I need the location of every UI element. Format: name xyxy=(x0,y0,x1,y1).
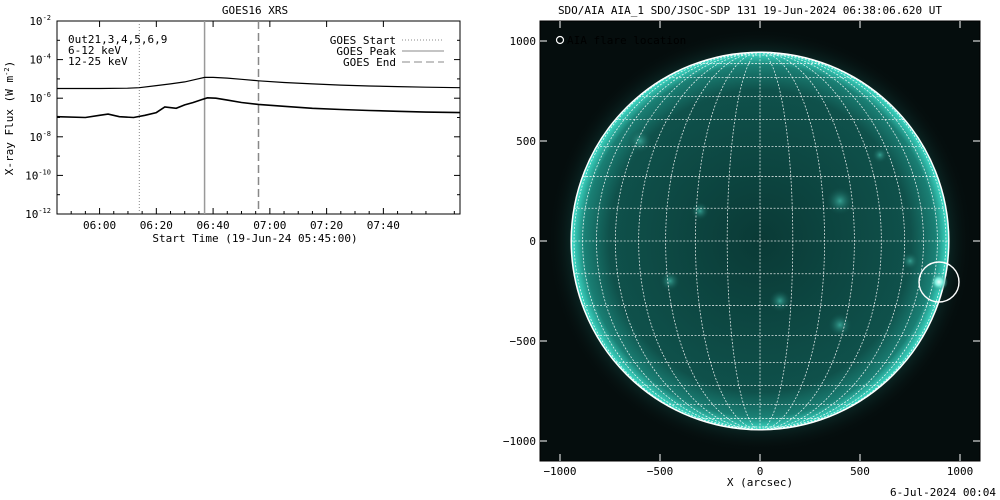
goes-y-tick-base: 10 xyxy=(25,208,38,221)
active-region xyxy=(660,271,680,291)
active-region xyxy=(691,202,709,220)
grid-longitude-line xyxy=(759,52,938,430)
goes-x-ticks: 06:00 06:20 06:40 07:00 07:20 07:40 xyxy=(70,21,455,232)
goes-y-tick-exp: -8 xyxy=(43,130,51,138)
grid-longitude-line xyxy=(582,52,761,430)
active-region xyxy=(828,313,852,337)
grid-longitude-line xyxy=(759,52,794,430)
grid-longitude-line xyxy=(614,52,761,430)
goes-series-long xyxy=(57,76,461,90)
grid-longitude-line xyxy=(638,52,761,430)
aia-x-axis-label: X (arcsec) xyxy=(727,476,793,489)
goes-y-tick-base: 10 xyxy=(29,131,42,144)
active-region xyxy=(901,252,919,270)
legend-goes-end: GOES End xyxy=(343,56,396,69)
legend-12-25-kev: 12-25 keV xyxy=(68,55,128,68)
goes-y-tick-base: 10 xyxy=(29,92,42,105)
grid-longitude-line xyxy=(759,52,825,430)
legend-channel-label: 0ut21,3,4,5,6,9 xyxy=(68,33,167,46)
grid-longitude-line xyxy=(759,52,855,430)
aia-chart: SDO/AIA AIA_1 SDO/JSOC-SDP 131 19-Jun-20… xyxy=(503,4,981,489)
grid-longitude-line xyxy=(665,52,761,430)
goes-y-axis-label: X-ray Flux (W m-2) xyxy=(3,61,16,175)
goes-x-tick-label: 07:20 xyxy=(310,219,343,232)
goes-legend-right: GOES Start GOES Peak GOES End xyxy=(330,34,444,69)
aia-x-tick-label: 0 xyxy=(757,465,764,478)
grid-longitude-line xyxy=(596,52,761,430)
goes-y-tick-label: 10-2 xyxy=(29,14,51,28)
active-region xyxy=(826,187,854,215)
aia-y-tick-label: −1000 xyxy=(503,435,536,448)
active-region xyxy=(628,129,652,153)
goes-legend-left: 0ut21,3,4,5,6,9 6-12 keV 12-25 keV xyxy=(68,33,167,68)
goes-x-tick-label: 07:00 xyxy=(253,219,286,232)
goes-x-tick-label: 06:20 xyxy=(140,219,173,232)
flare-glow xyxy=(930,273,948,291)
grid-longitude-line xyxy=(726,52,761,430)
goes-x-tick-label: 07:40 xyxy=(367,219,400,232)
goes-chart-title: GOES16 XRS xyxy=(222,4,288,17)
heliographic-grid xyxy=(571,52,949,430)
grid-longitude-line xyxy=(759,52,906,430)
grid-longitude-line xyxy=(695,52,761,430)
goes-y-tick-label: 10-8 xyxy=(29,130,51,144)
aia-y-tick-label: 1000 xyxy=(510,35,537,48)
legend-goes-peak: GOES Peak xyxy=(336,45,396,58)
flare-location-circle xyxy=(918,261,960,303)
grid-longitude-line xyxy=(759,52,924,430)
goes-x-tick-label: 06:00 xyxy=(83,219,116,232)
solar-limb xyxy=(570,51,950,431)
goes-y-tick-exp: -10 xyxy=(38,168,51,176)
legend-flare-label: AIA flare location xyxy=(567,34,686,47)
legend-flare-circle-icon xyxy=(555,35,565,45)
goes-y-tick-base: 10 xyxy=(29,54,42,67)
goes-y-tick-exp: -6 xyxy=(43,91,51,99)
goes-y-tick-exp: -4 xyxy=(43,53,51,61)
legend-goes-start: GOES Start xyxy=(330,34,396,47)
aia-x-tick-label: −500 xyxy=(647,465,674,478)
footer-date: 6-Jul-2024 00:04 xyxy=(890,486,996,499)
aia-image xyxy=(540,21,980,461)
goes-x-tick-label: 06:40 xyxy=(197,219,230,232)
aia-y-ticks: 1000 500 0 −500 −1000 xyxy=(503,35,980,448)
grid-longitude-line xyxy=(759,52,882,430)
goes-series-short xyxy=(56,96,461,119)
active-region xyxy=(769,290,791,312)
aia-x-ticks: −1000 −500 0 500 1000 xyxy=(543,21,973,478)
goes-y-tick-exp: -12 xyxy=(38,207,51,215)
aia-x-tick-label: −1000 xyxy=(543,465,576,478)
goes-series xyxy=(56,76,461,119)
goes-y-tick-base: 10 xyxy=(29,15,42,28)
solar-disk xyxy=(571,52,949,430)
aia-y-tick-label: 500 xyxy=(516,135,536,148)
goes-y-tick-label: 10-4 xyxy=(29,53,51,67)
goes-y-tick-label: 10-10 xyxy=(25,168,51,182)
aia-x-tick-label: 500 xyxy=(850,465,870,478)
aia-y-tick-label: 0 xyxy=(529,235,536,248)
aia-y-tick-label: −500 xyxy=(510,335,537,348)
active-region xyxy=(872,147,888,163)
goes-y-tick-exp: -2 xyxy=(43,14,51,22)
goes-event-markers xyxy=(138,21,260,214)
goes-x-axis-label: Start Time (19-Jun-24 05:45:00) xyxy=(152,232,357,245)
goes-y-tick-label: 10-6 xyxy=(29,91,51,105)
aia-legend: AIA flare location xyxy=(555,34,686,47)
aia-x-tick-label: 1000 xyxy=(947,465,974,478)
legend-6-12-kev: 6-12 keV xyxy=(68,44,121,57)
goes-y-tick-label: 10-12 xyxy=(25,207,51,221)
goes-y-tick-base: 10 xyxy=(25,169,38,182)
aia-chart-title: SDO/AIA AIA_1 SDO/JSOC-SDP 131 19-Jun-20… xyxy=(558,4,942,17)
